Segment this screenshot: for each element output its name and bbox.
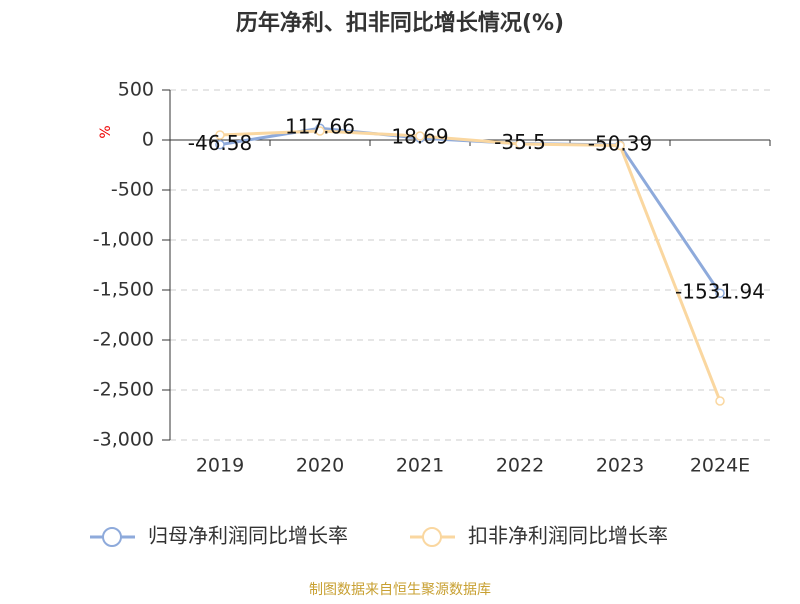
y-tick-label: -3,000 (93, 429, 154, 451)
point (315, 126, 325, 136)
point (515, 139, 525, 149)
y-tick-label: 0 (142, 129, 154, 151)
point (215, 139, 225, 150)
y-tick-label: -500 (111, 179, 154, 201)
data-label: -1531.94 (675, 280, 765, 304)
point (415, 131, 425, 141)
x-tick-label: 2023 (596, 455, 644, 477)
point (215, 130, 225, 140)
x-tick-label: 2021 (396, 455, 444, 477)
data-label: 18.69 (391, 125, 448, 149)
series-line (219, 129, 722, 402)
legend-marker (102, 527, 122, 547)
y-tick-label: 500 (118, 79, 154, 101)
point (715, 396, 725, 406)
x-tick-label: 2022 (496, 455, 544, 477)
source: 制图数据来自恒生聚源数据库 (309, 582, 491, 598)
y-tick-label: -1,500 (93, 279, 154, 301)
chart-title: 历年净利、扣非同比增长情况(%) (236, 10, 564, 36)
y-tick-label: -1,000 (93, 229, 154, 251)
x-tick-label: 2020 (296, 455, 344, 477)
x-tick-label: 2024E (690, 455, 750, 477)
y-tick-label: -2,000 (93, 329, 154, 351)
data-label: -50.39 (588, 132, 652, 156)
data-label: -46.58 (188, 131, 252, 155)
data-label: -35.5 (494, 130, 546, 154)
point (615, 140, 625, 151)
y-axis-label: % (98, 125, 114, 138)
y-tick-label: -2,500 (93, 379, 154, 401)
point (715, 288, 725, 298)
data-label: 117.66 (285, 115, 355, 139)
legend-label: 扣非净利润同比增长率 (468, 524, 668, 548)
legend-label: 归母净利润同比增长率 (148, 524, 348, 548)
x-tick-label: 2019 (196, 455, 244, 477)
legend-marker (422, 527, 442, 547)
